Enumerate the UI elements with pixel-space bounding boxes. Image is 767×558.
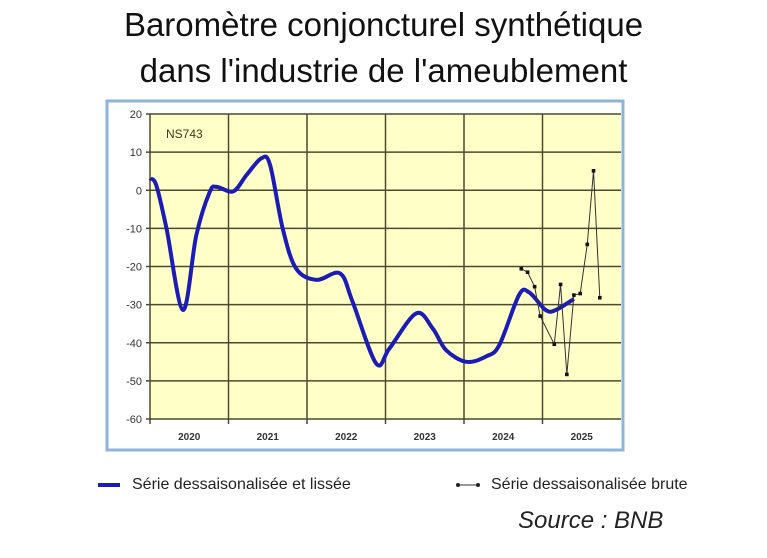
y-tick-label: -40 xyxy=(126,338,142,350)
chart-title: Baromètre conjoncturel synthétique xyxy=(123,6,644,43)
chart-subtitle: dans l'industrie de l'ameublement xyxy=(139,52,628,89)
series-line-smoothed xyxy=(148,154,575,368)
data-point-raw xyxy=(519,266,524,271)
data-point-raw xyxy=(585,242,590,247)
legend-item-raw: Série dessaisonalisée brute xyxy=(455,476,688,494)
y-tick-label: -30 xyxy=(126,300,142,312)
y-tick-label: 20 xyxy=(130,109,142,121)
y-tick-label: 10 xyxy=(130,147,142,159)
y-tick-label: -10 xyxy=(126,223,142,235)
data-point-raw xyxy=(538,314,542,318)
x-tick-label: 2021 xyxy=(257,432,280,443)
source-note: Source : BNB xyxy=(518,507,664,534)
data-point-raw xyxy=(572,293,576,297)
legend-label: Série dessaisonalisée et lissée xyxy=(132,476,351,493)
y-tick-label: 0 xyxy=(136,185,142,197)
y-tick-label: -60 xyxy=(126,414,142,426)
x-tick-label: 2024 xyxy=(492,432,515,443)
legend-item-smoothed: Série dessaisonalisée et lissée xyxy=(98,476,351,494)
data-point-raw xyxy=(598,295,602,300)
x-tick-label: 2022 xyxy=(335,432,358,443)
data-point-raw xyxy=(532,284,537,289)
y-tick-label: -50 xyxy=(126,376,142,388)
legend-label: Série dessaisonalisée brute xyxy=(491,476,688,494)
data-point-raw xyxy=(591,169,596,173)
annotation-label: NS743 xyxy=(166,127,203,141)
data-point-raw xyxy=(525,270,530,275)
y-tick-label: -20 xyxy=(126,262,142,274)
x-tick-label: 2025 xyxy=(571,432,594,443)
x-tick-label: 2020 xyxy=(178,432,201,443)
x-tick-label: 2023 xyxy=(414,432,437,443)
legend-marker-icon xyxy=(455,476,481,494)
legend-line-icon xyxy=(98,482,120,487)
data-point-raw xyxy=(565,372,569,377)
series-line-raw xyxy=(521,170,601,375)
data-point-raw xyxy=(552,342,557,347)
data-point-raw xyxy=(558,282,563,287)
data-point-raw xyxy=(578,291,582,296)
